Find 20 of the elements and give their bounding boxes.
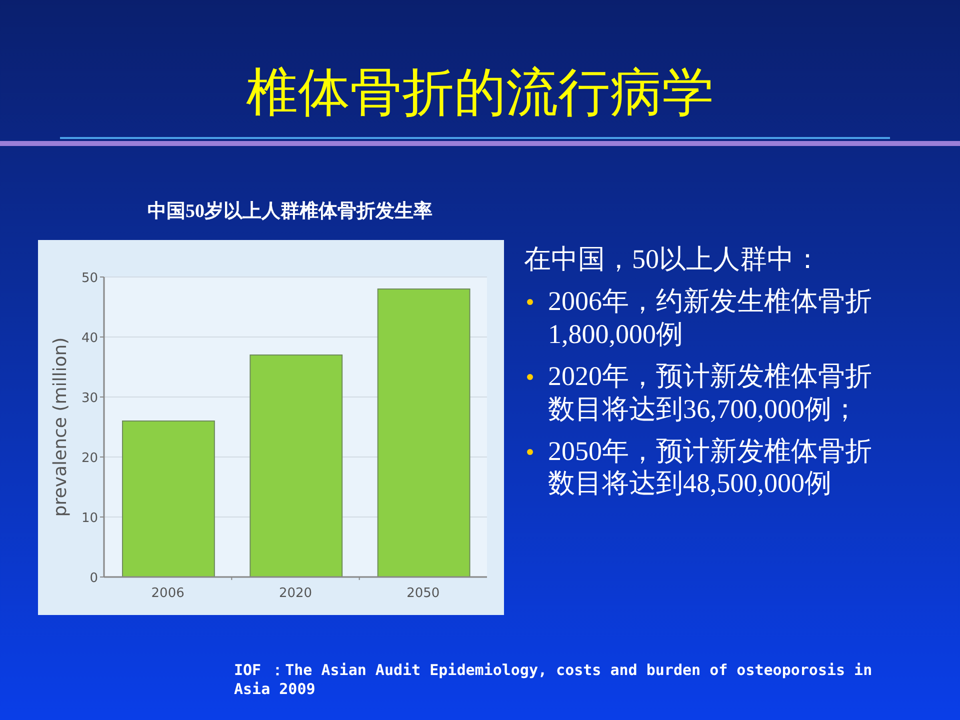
chart-subtitle: 中国50岁以上人群椎体骨折发生率	[146, 200, 434, 224]
text: IOF ：The Asian Audit Epidemiology, costs and burden of osteoporosis in Asia 2009	[234, 661, 874, 698]
y-tick-label: 30	[81, 391, 98, 406]
x-tick-label: 2050	[406, 586, 440, 601]
y-tick-label: 50	[81, 271, 98, 286]
bar	[377, 288, 470, 578]
bar	[250, 354, 343, 578]
y-axis-title: prevalence (million)	[50, 337, 71, 517]
text: 2050年，预计新发椎体骨折数目将达到48,500,000例	[548, 436, 872, 498]
bar	[122, 420, 215, 578]
text: 2020年，预计新发椎体骨折数目将达到36,700,000例；	[548, 361, 872, 424]
y-tick-label: 10	[81, 511, 98, 526]
x-tick-label: 2006	[151, 586, 184, 601]
text: 2006年，约新发生椎体骨折1,800,000例	[548, 286, 872, 349]
text: 在中国，50以上人群中：	[524, 243, 822, 276]
y-tick-label: 40	[81, 331, 98, 346]
y-tick-label: 0	[90, 571, 98, 586]
x-tick-label: 2020	[278, 586, 312, 601]
y-tick-label: 20	[81, 451, 98, 466]
chart-title: 椎体骨折的流行病学	[245, 62, 715, 124]
